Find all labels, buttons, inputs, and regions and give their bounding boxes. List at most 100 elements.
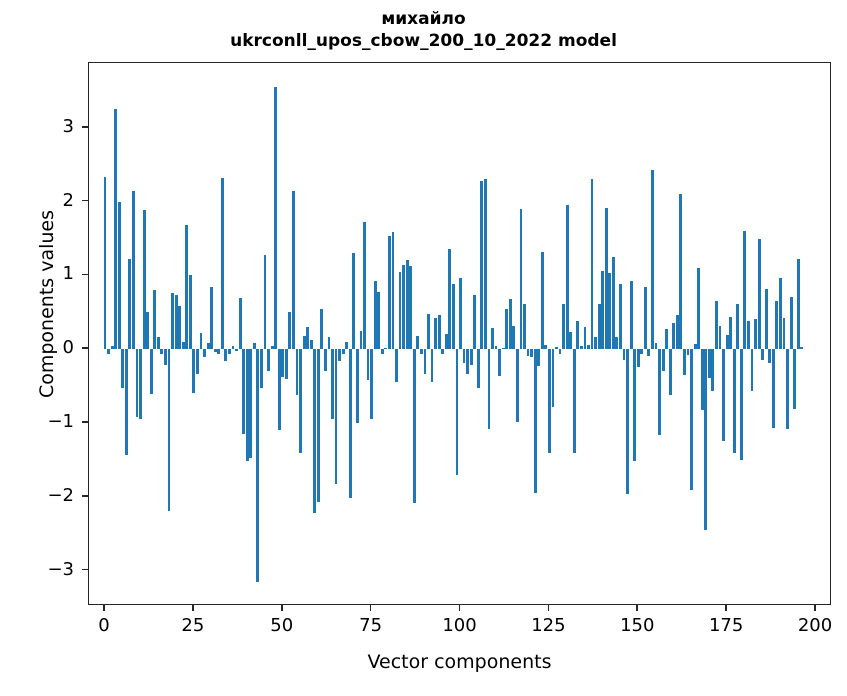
bars-container [89,63,830,604]
bar [594,337,597,350]
bar [629,281,633,350]
bar [725,335,729,350]
bar [601,271,605,350]
bar [690,349,693,491]
bar [217,349,221,354]
bar [387,236,391,350]
bar [672,322,676,350]
bar [423,349,427,375]
x-tick-label: 25 [181,615,205,636]
bar [188,275,192,350]
bar [764,289,768,350]
x-tick-mark [814,605,816,611]
bar [345,341,349,350]
bar [103,177,107,350]
bar [139,349,142,420]
bar [604,207,608,350]
bar [203,349,206,357]
bar [441,349,445,354]
bar [331,349,334,420]
bar [647,349,651,356]
bar [302,335,306,350]
bar [355,349,359,424]
bar [228,349,231,354]
bar [128,258,132,350]
bar [611,257,615,350]
bar [768,349,772,363]
bar [459,278,462,350]
bar [366,349,370,381]
bar [771,349,775,429]
x-tick-mark [369,605,372,611]
bar [469,349,473,365]
bar [551,349,555,407]
bar [555,347,558,350]
bar [757,238,761,350]
bar [416,335,420,350]
bar [590,178,594,350]
bar [327,336,331,350]
bar [519,209,523,350]
bar [320,308,324,350]
bar [135,349,139,418]
bar [718,326,722,350]
bar [384,347,388,350]
bar [256,349,260,583]
bar [636,349,640,367]
bar [277,349,281,430]
bar [323,349,327,372]
bar [544,344,548,350]
bar [579,346,583,350]
bar [736,303,740,350]
bar [491,327,494,350]
bar [793,349,797,409]
bar [338,349,342,362]
bar [373,281,377,350]
bar [494,345,498,350]
bar [683,349,686,376]
x-tick-label: 200 [797,615,833,636]
bar [270,346,274,350]
bar [526,349,530,356]
bar [281,349,285,378]
bar [530,349,534,357]
bar [299,349,302,453]
bar [789,296,793,350]
bar [295,349,299,395]
bar [252,343,256,350]
bar [160,349,164,355]
bar [640,349,644,355]
bar [619,283,622,350]
bar [779,278,782,350]
bar [515,349,519,422]
bar [707,349,711,379]
x-tick-mark [636,605,639,611]
bar [181,341,185,350]
bar [508,299,512,350]
bar [686,349,690,356]
bar [306,327,310,350]
y-tick-mark [82,568,88,571]
bar [448,248,452,350]
bar [476,349,480,388]
bar [597,303,601,350]
y-tick-mark [82,126,88,128]
bar [427,313,430,350]
bar [498,349,502,376]
y-tick-mark [82,495,88,497]
bar [263,254,267,350]
bar [178,305,182,350]
bar [348,349,352,499]
bar [121,349,125,389]
bar [654,342,658,350]
bar [402,265,406,350]
bar [693,344,697,350]
bar [704,349,708,530]
x-tick-mark [103,605,105,611]
bar [761,349,765,361]
bar [437,315,441,350]
bar [196,349,199,374]
bar [747,321,750,350]
bar [274,86,278,350]
